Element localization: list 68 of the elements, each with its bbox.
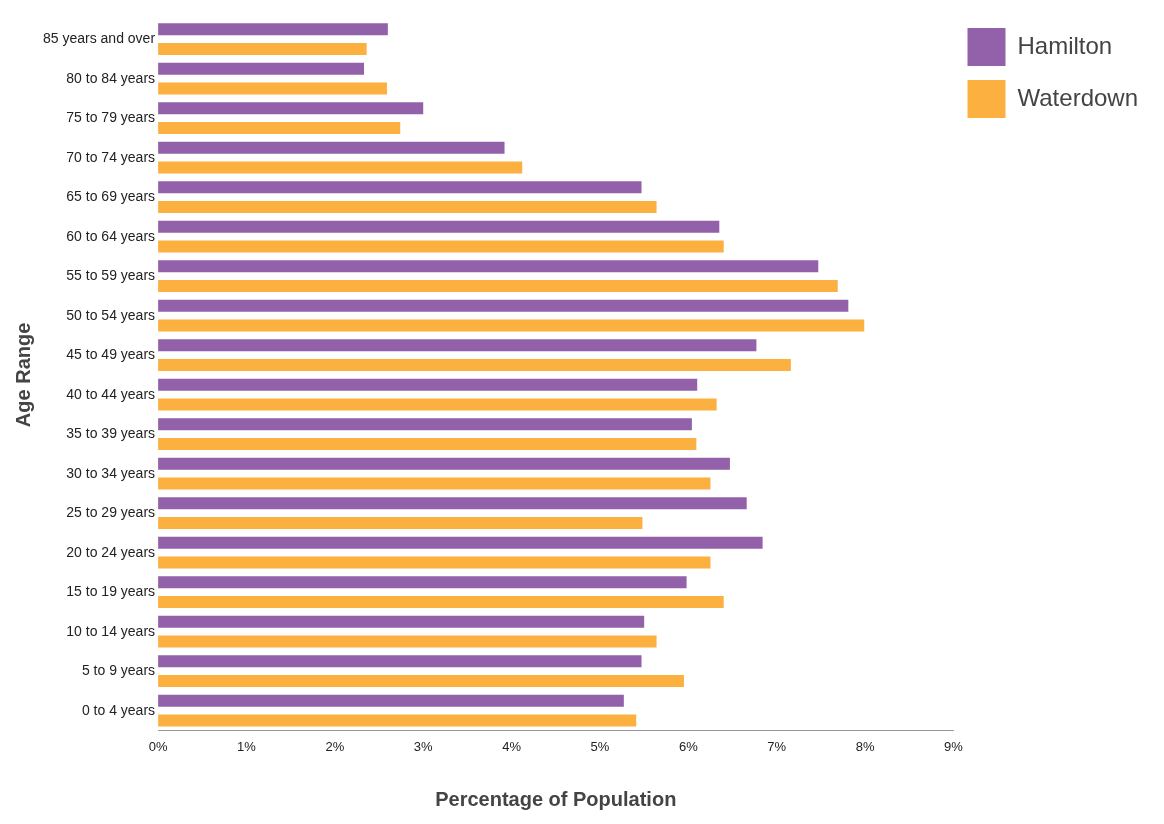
bar — [158, 517, 643, 529]
x-tick-label: 0% — [148, 738, 168, 754]
y-tick-label: 50 to 54 years — [66, 306, 156, 323]
bar — [158, 497, 747, 510]
x-tick-label: 5% — [590, 738, 610, 754]
bar — [158, 596, 724, 608]
y-tick-label: 40 to 44 years — [66, 385, 156, 402]
x-axis-title: Percentage of Population — [435, 787, 677, 810]
bar — [158, 201, 657, 213]
bar — [158, 161, 523, 174]
x-tick-label: 8% — [855, 738, 875, 754]
bar — [158, 260, 819, 273]
bar — [158, 339, 757, 352]
bar — [158, 299, 849, 312]
y-axis-title: Age Range — [11, 322, 34, 428]
bar — [158, 714, 637, 727]
bar — [158, 536, 763, 549]
y-tick-label: 70 to 74 years — [66, 148, 156, 165]
y-tick-label: 0 to 4 years — [81, 701, 156, 718]
bar — [158, 635, 657, 648]
x-tick-label: 6% — [678, 738, 699, 754]
y-tick-label: 30 to 34 years — [66, 464, 156, 481]
bar — [158, 62, 364, 75]
y-tick-label: 20 to 24 years — [66, 543, 156, 560]
bar — [158, 457, 730, 470]
y-tick-label: 25 to 29 years — [66, 504, 156, 521]
y-tick-label: 80 to 84 years — [66, 69, 156, 86]
bar — [158, 82, 387, 95]
x-tick-label: 7% — [767, 738, 787, 754]
y-tick-label: 85 years and over — [42, 30, 156, 47]
x-tick-label: 4% — [502, 738, 522, 754]
x-tick-label: 1% — [237, 738, 257, 754]
y-tick-label: 55 to 59 years — [66, 267, 156, 284]
y-tick-label: 35 to 39 years — [66, 425, 156, 442]
legend-label: Hamilton — [1017, 31, 1113, 59]
bar — [158, 319, 865, 332]
y-tick-label: 15 to 19 years — [66, 583, 156, 600]
bar — [158, 359, 791, 371]
y-tick-label: 65 to 69 years — [66, 188, 156, 205]
bar — [158, 418, 692, 431]
bar — [158, 556, 711, 569]
bar — [158, 240, 724, 253]
legend-label: Waterdown — [1017, 83, 1139, 111]
bar — [158, 102, 424, 115]
y-tick-label: 60 to 64 years — [66, 227, 156, 244]
bar — [158, 477, 711, 490]
y-tick-label: 75 to 79 years — [66, 109, 156, 126]
y-tick-label: 45 to 49 years — [66, 346, 156, 363]
bar — [158, 280, 838, 292]
x-tick-label: 3% — [413, 738, 434, 754]
bar — [158, 23, 388, 36]
bar — [158, 675, 684, 687]
bar — [158, 122, 401, 134]
bar — [158, 694, 624, 707]
bar — [158, 438, 697, 450]
bar — [158, 141, 505, 154]
bar — [158, 576, 687, 589]
bar — [158, 181, 642, 194]
y-tick-label: 5 to 9 years — [81, 662, 156, 679]
bar — [158, 655, 642, 668]
y-tick-label: 10 to 14 years — [66, 622, 156, 639]
bar — [158, 43, 367, 55]
bar — [158, 615, 645, 628]
bar — [158, 378, 698, 391]
x-tick-label: 9% — [944, 738, 964, 754]
bar — [158, 398, 717, 411]
x-tick-label: 2% — [325, 738, 345, 754]
bar — [158, 220, 720, 233]
